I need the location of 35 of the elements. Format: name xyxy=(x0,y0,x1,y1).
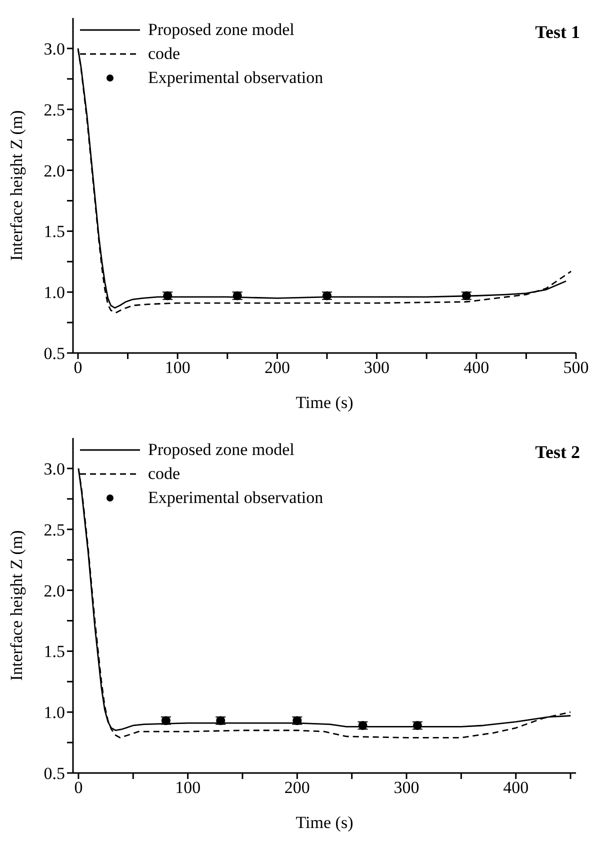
y-tick-label: 2.5 xyxy=(44,520,65,540)
annotation: Test 2 xyxy=(535,442,580,463)
x-tick-label: 200 xyxy=(284,778,310,798)
x-tick-label: 400 xyxy=(503,778,529,798)
x-tick-label: 0 xyxy=(74,778,83,798)
y-tick-label: 1.0 xyxy=(44,283,65,302)
x-tick-label: 100 xyxy=(164,358,190,378)
y-tick-label: 3.0 xyxy=(44,459,65,478)
y-axis-title: Interface height Z (m) xyxy=(7,110,26,261)
legend-label: code xyxy=(148,463,180,485)
legend-label: Proposed zone model xyxy=(148,19,294,41)
legend-label: code xyxy=(148,43,180,65)
y-tick-label: 1.0 xyxy=(44,703,65,722)
y-tick-label: 0.5 xyxy=(44,344,65,364)
y-tick-label: 2.0 xyxy=(44,581,65,600)
x-axis-title: Time (s) xyxy=(296,813,354,832)
legend-label: Experimental observation xyxy=(148,67,324,89)
x-tick-label: 0 xyxy=(74,358,82,378)
x-tick-label: 300 xyxy=(364,358,390,378)
y-tick-label: 1.5 xyxy=(44,642,65,662)
y-axis-title: Interface height Z (m) xyxy=(7,530,26,681)
y-tick-label: 1.5 xyxy=(44,222,65,242)
annotation: Test 1 xyxy=(535,22,580,43)
x-tick-label: 300 xyxy=(394,778,420,798)
x-axis-title: Time (s) xyxy=(296,393,354,412)
y-tick-label: 2.5 xyxy=(44,100,65,120)
y-tick-label: 0.5 xyxy=(44,764,65,784)
x-tick-label: 100 xyxy=(175,778,201,798)
x-tick-label: 200 xyxy=(264,358,290,378)
x-tick-label: 500 xyxy=(563,358,589,378)
y-tick-label: 3.0 xyxy=(44,39,65,58)
legend-label: Experimental observation xyxy=(148,487,324,509)
y-tick-label: 2.0 xyxy=(44,161,65,180)
x-tick-label: 400 xyxy=(464,358,490,378)
legend-label: Proposed zone model xyxy=(148,439,294,461)
